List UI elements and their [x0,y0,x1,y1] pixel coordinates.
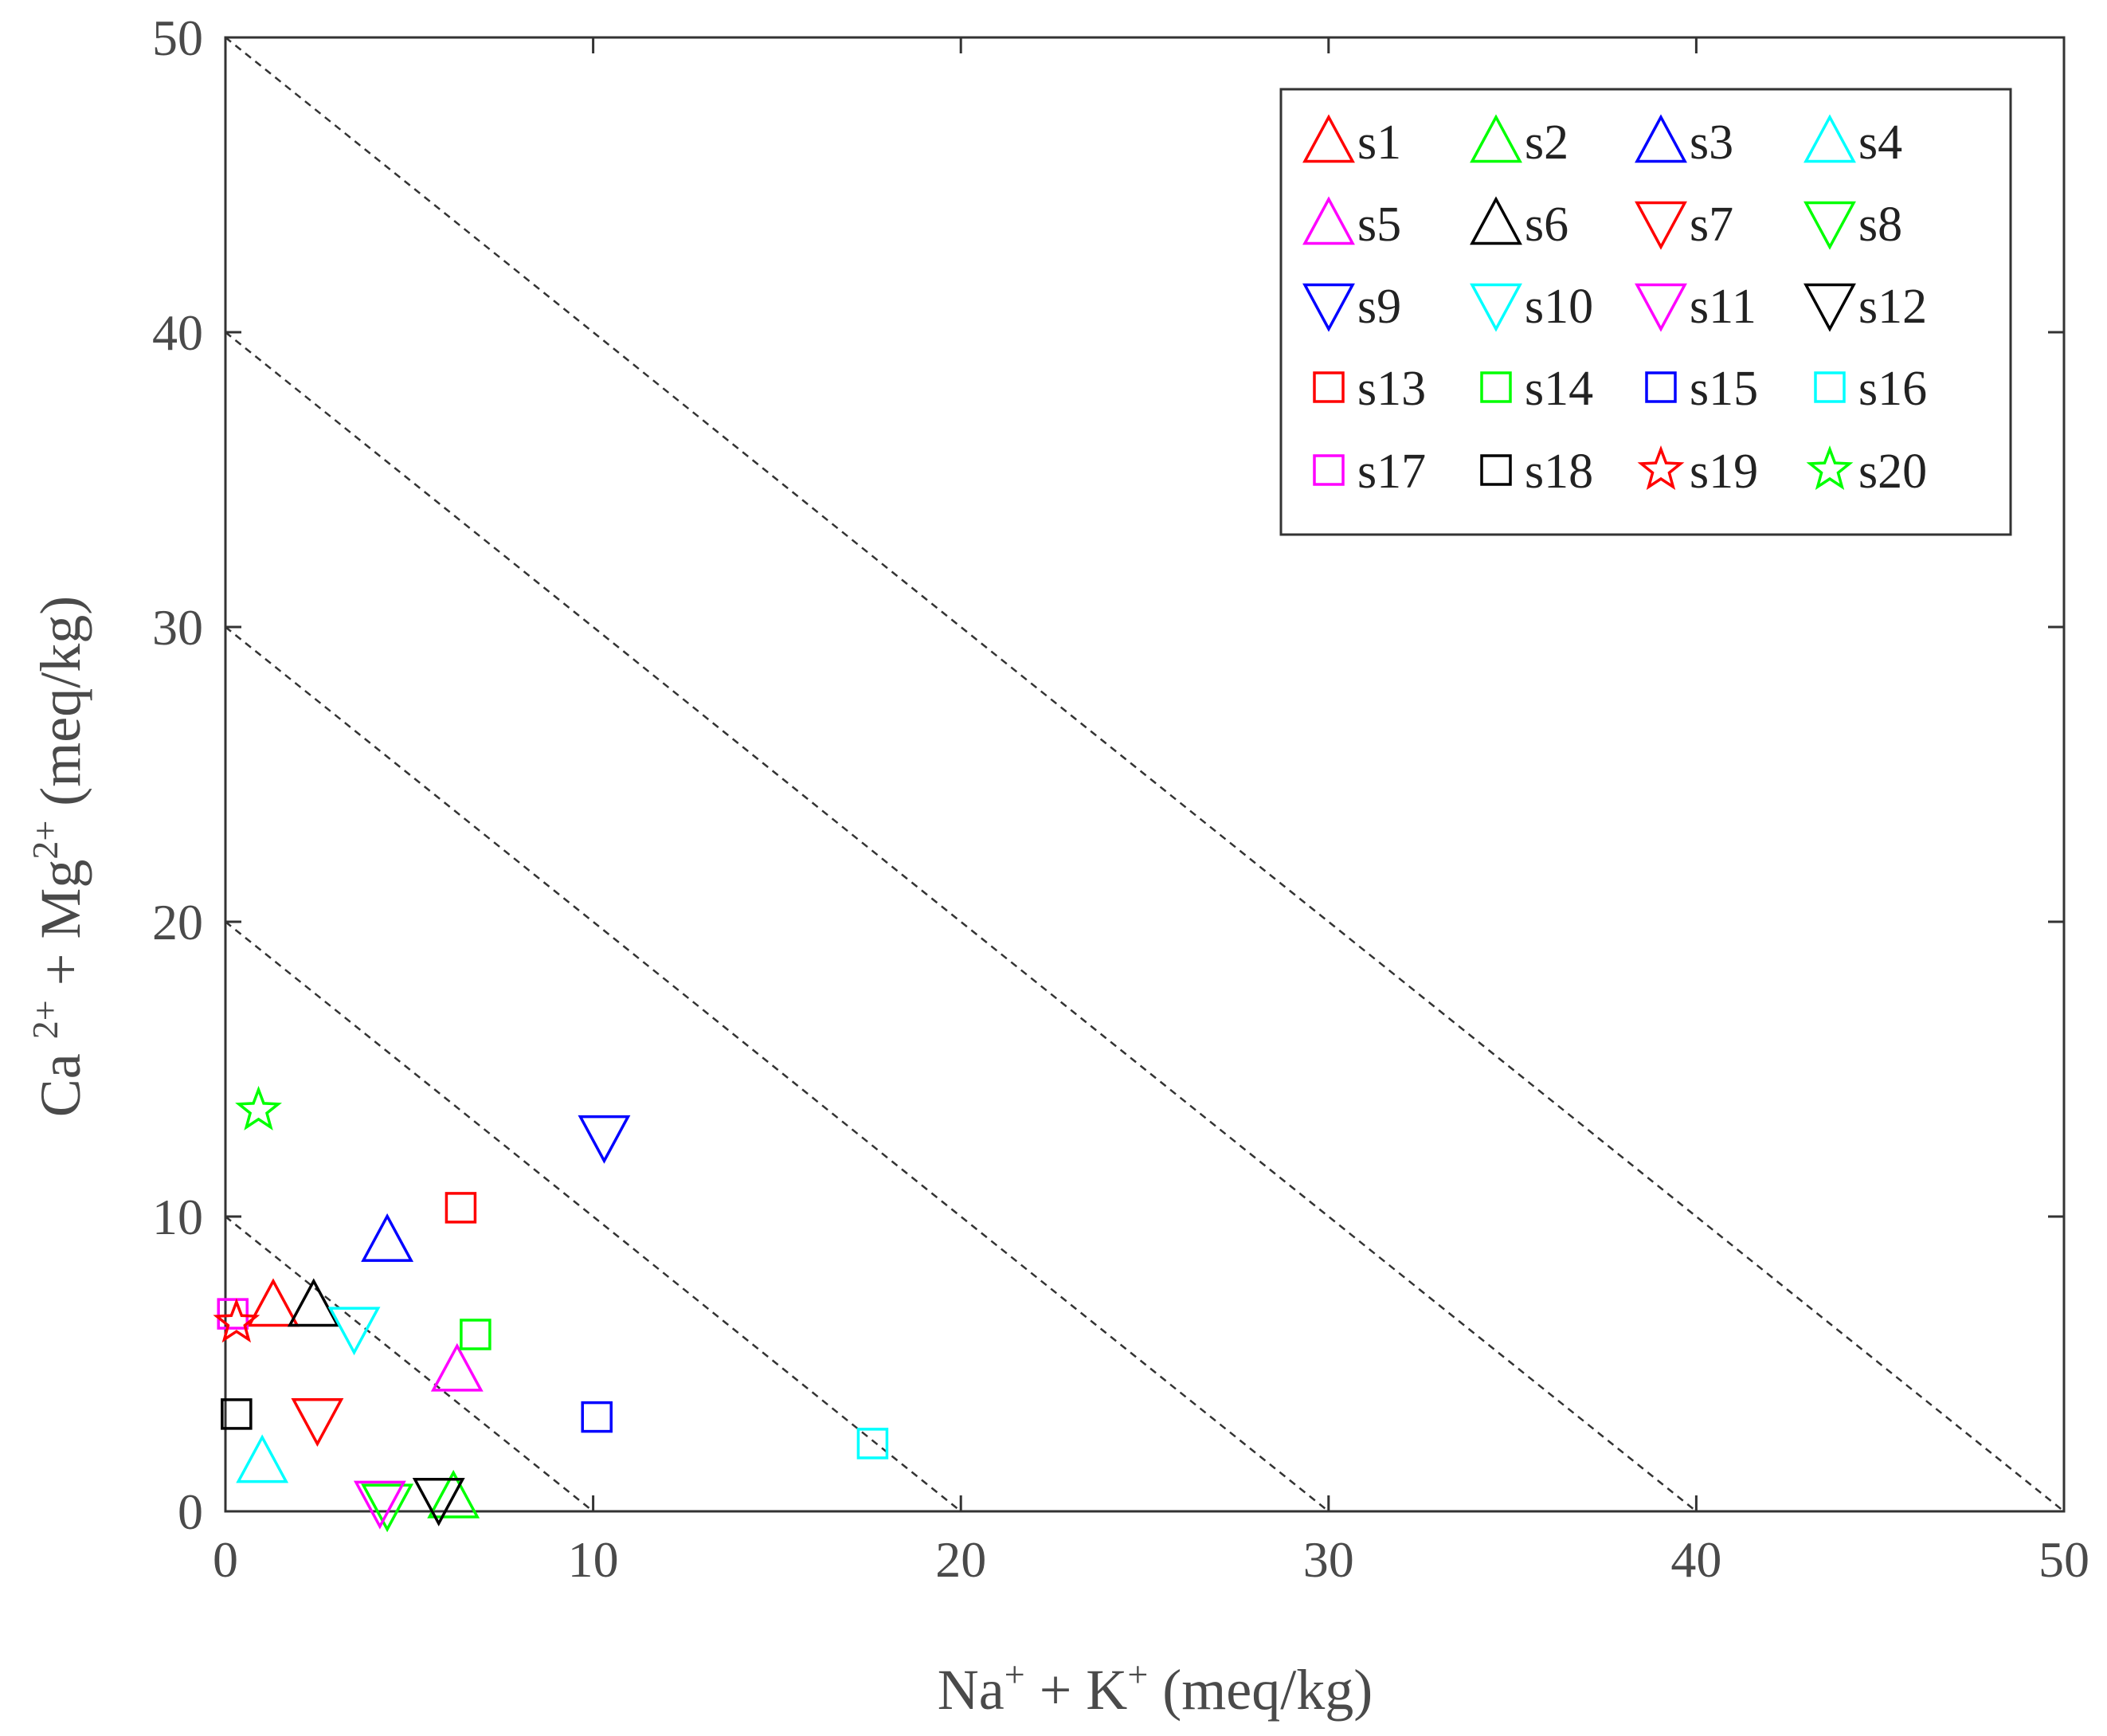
legend-marker-s20 [1806,445,1854,491]
legend-label-s16: s16 [1858,362,1927,416]
y-tick-label-10: 10 [152,1189,203,1245]
y-tick-label-20: 20 [152,894,203,950]
legend-label-s1: s1 [1357,116,1401,170]
plot-frame [224,36,2066,1513]
legend-marker-s2 [1470,114,1522,163]
data-point-s11 [353,1480,406,1530]
x-tick-label-0: 0 [213,1531,238,1588]
data-point-s19 [213,1298,260,1343]
data-point-s7 [291,1398,344,1447]
reference-lines [225,37,2065,1512]
legend-marker-s8 [1803,201,1856,250]
data-point-s20 [235,1085,282,1131]
legend: s1 s2 s3 s4 s5 s6 s7 s8 s9 s10 s11 s12 s13 s14 s15 s16 s… [1279,88,2012,536]
data-point-s16 [856,1428,889,1460]
legend-marker-s13 [1313,371,1345,403]
data-point-s4 [236,1434,289,1483]
data-markers [213,1085,889,1533]
y-tick-label-30: 30 [152,599,203,656]
data-point-s17 [217,1298,249,1330]
legend-label-s10: s10 [1525,280,1593,334]
legend-label-s13: s13 [1357,362,1426,416]
legend-marker-s1 [1302,114,1355,163]
legend-marker-s7 [1635,201,1687,250]
legend-marker-s10 [1470,283,1522,332]
legend-box [1279,88,2012,536]
y-axis-title-sup2: 2+ [25,821,65,860]
x-axis-title-base: Na [938,1658,1005,1722]
legend-label-s11: s11 [1690,280,1756,334]
data-point-s14 [460,1319,492,1350]
x-tick-label-30: 30 [1303,1531,1354,1588]
data-point-s13 [445,1192,477,1224]
data-point-s2 [427,1469,480,1519]
legend-label-s2: s2 [1525,116,1569,170]
reference-line-4 [225,331,1698,1512]
legend-marker-s9 [1302,283,1355,332]
legend-label-s17: s17 [1357,445,1426,499]
x-axis-title-sup1: + [1005,1654,1025,1695]
legend-marker-s18 [1480,454,1512,486]
x-tick-label-20: 20 [935,1531,986,1588]
legend-label-s15: s15 [1690,362,1758,416]
y-axis-title-tail: (meq/kg) [29,596,92,821]
y-axis-title: Ca 2+ + Mg2+ (meq/kg) [25,596,92,1117]
data-point-s10 [327,1307,381,1356]
legend-marker-s11 [1635,283,1687,332]
legend-marker-s5 [1302,196,1355,245]
y-axis-title-mid: + Mg [29,860,92,1001]
legend-marker-s15 [1645,371,1677,403]
data-point-s5 [430,1342,484,1392]
data-point-s8 [361,1483,414,1533]
reference-line-2 [225,921,961,1512]
legend-label-s8: s8 [1858,198,1902,252]
y-tick-label-50: 50 [152,10,203,66]
legend-label-s4: s4 [1858,116,1902,170]
x-axis-title: Na+ + K+ (meq/kg) [938,1654,1373,1722]
data-point-s3 [361,1213,414,1262]
x-tick-label-50: 50 [2038,1531,2089,1588]
legend-label-s6: s6 [1525,198,1569,252]
legend-marker-s16 [1814,371,1846,403]
reference-line-1 [225,1216,594,1512]
legend-label-s9: s9 [1357,280,1401,334]
legend-label-s5: s5 [1357,198,1401,252]
legend-marker-s3 [1635,114,1687,163]
reference-line-5 [225,37,2065,1512]
data-point-s12 [412,1477,465,1526]
legend-label-s19: s19 [1690,445,1758,499]
data-point-s9 [578,1115,631,1164]
y-axis-title-base: Ca [29,1039,92,1117]
legend-marker-s6 [1470,196,1522,245]
legend-label-s7: s7 [1690,198,1733,252]
ticks: 0 10 20 30 40 50 0 10 20 30 40 50 [152,10,2089,1588]
data-point-s18 [221,1398,253,1430]
data-point-s1 [247,1278,300,1327]
legend-marker-s17 [1313,454,1345,486]
data-point-s6 [287,1278,340,1327]
x-axis-title-sup2: + [1127,1654,1148,1695]
legend-label-s20: s20 [1858,445,1927,499]
legend-marker-s19 [1637,445,1685,491]
reference-line-3 [225,626,1330,1512]
legend-label-s3: s3 [1690,116,1733,170]
legend-label-s14: s14 [1525,362,1593,416]
legend-marker-s14 [1480,371,1512,403]
y-axis-title-sup1: 2+ [25,1000,65,1039]
x-tick-label-40: 40 [1670,1531,1721,1588]
x-axis-title-tail: (meq/kg) [1148,1658,1373,1722]
legend-marker-s12 [1803,283,1856,332]
y-tick-label-0: 0 [178,1483,203,1540]
x-tick-label-10: 10 [568,1531,619,1588]
y-tick-label-40: 40 [152,304,203,361]
legend-label-s12: s12 [1858,280,1927,334]
axes [224,36,2066,1513]
legend-label-s18: s18 [1525,445,1593,499]
legend-marker-s4 [1803,114,1856,163]
x-axis-title-mid: + K [1025,1658,1128,1722]
data-point-s15 [581,1401,613,1433]
